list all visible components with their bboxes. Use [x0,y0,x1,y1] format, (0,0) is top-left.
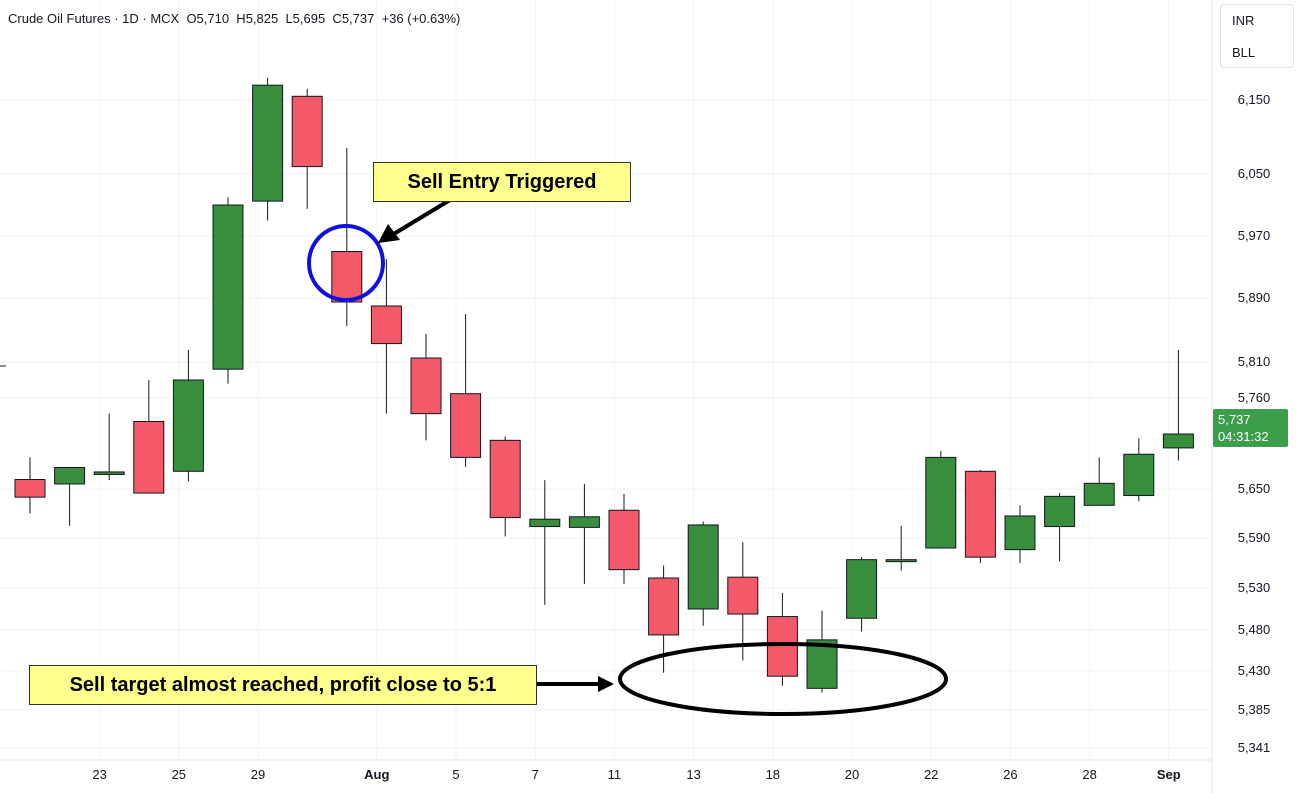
target-ellipse [618,642,948,716]
bullish-candle [568,516,600,528]
symbol-title[interactable]: Crude Oil Futures · 1D · MCX [8,11,180,26]
date-tick-label: 25 [172,767,186,782]
chart-header: Crude Oil Futures · 1D · MCX O5,710 H5,8… [8,11,460,26]
bullish-candle [1004,515,1036,551]
currency-label: INR [1232,13,1255,28]
bearish-candle [964,470,996,558]
date-tick-label: 26 [1003,767,1017,782]
price-tick-label: 5,890 [1238,290,1271,305]
target-callout: Sell target almost reached, profit close… [29,665,537,705]
bearish-candle [370,305,402,345]
date-tick-label: 20 [845,767,859,782]
bullish-candle [1123,453,1155,497]
grid [0,0,1213,793]
price-tick-label: 6,050 [1238,166,1271,181]
bearish-candle [766,616,798,677]
annotation-shapes [307,198,948,716]
bullish-candle [885,559,917,563]
last-price-tag: 5,737 04:31:32 [1213,409,1288,447]
target-arrow-head [598,676,614,692]
bullish-candle [1044,495,1076,528]
bullish-candle [212,204,244,370]
price-tick-label: 5,480 [1238,622,1271,637]
price-tick-label: 6,150 [1238,92,1271,107]
price-tick-label: 5,970 [1238,228,1271,243]
bar-countdown: 04:31:32 [1218,429,1269,444]
bullish-candle [687,524,719,610]
bullish-candle [252,84,284,202]
bearish-candle [331,251,363,303]
entry-arrow-line [390,198,452,237]
bullish-candle [172,379,204,472]
bullish-candle [1162,433,1194,449]
price-tick-label: 5,385 [1238,702,1271,717]
bearish-candle [133,420,165,494]
bearish-candle [14,479,46,498]
price-tick-label: 5,530 [1238,580,1271,595]
bearish-candle [410,357,442,415]
date-tick-label: 18 [766,767,780,782]
bullish-candle [529,518,561,528]
entry-circle [307,224,385,302]
date-tick-label: Sep [1157,767,1181,782]
date-tick-label: 28 [1082,767,1096,782]
price-axis: 5,341 5,385 5,430 5,480 5,530 5,590 5,650 5,810… [1238,92,1271,755]
date-tick-label: 23 [92,767,106,782]
bearish-candle [450,393,482,458]
bullish-candle [1083,482,1115,506]
bullish-candle [846,559,878,619]
bearish-candle [727,576,759,615]
bearish-candle [489,439,521,519]
time-axis: 23 25 29 Aug 5 7 11 13 18 20 22 26 28 Sep [92,767,1180,782]
currency-unit-box[interactable]: INR BLL [1220,4,1294,68]
bearish-candle [291,95,323,168]
date-tick-label: Aug [364,767,389,782]
price-tick-label: 5,341 [1238,740,1271,755]
price-tick-label: 5,590 [1238,530,1271,545]
bearish-candle [608,509,640,571]
candles [14,77,1194,693]
price-tick-label: 5,650 [1238,481,1271,496]
last-price-value: 5,737 [1218,412,1251,427]
date-tick-label: 5 [452,767,459,782]
price-tick-label: 5,810 [1238,354,1271,369]
entry-arrow-head [378,224,400,243]
date-tick-label: 7 [532,767,539,782]
date-tick-label: 13 [686,767,700,782]
bullish-candle [925,456,957,549]
bearish-candle [648,577,680,636]
date-tick-label: 11 [608,767,622,782]
bullish-candle [54,467,86,485]
unit-label: BLL [1232,45,1256,60]
price-tick-label: 5,760 [1238,390,1271,405]
bullish-candle [806,639,838,689]
date-tick-label: 29 [251,767,265,782]
bullish-candle [93,471,125,475]
ohlc-readout: O5,710 H5,825 L5,695 C5,737 +36 (+0.63%) [186,11,461,26]
price-tick-label: 5,430 [1238,663,1271,678]
date-tick-label: 22 [924,767,938,782]
entry-callout: Sell Entry Triggered [373,162,631,202]
